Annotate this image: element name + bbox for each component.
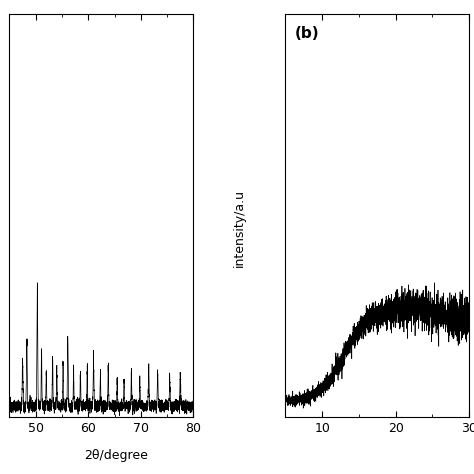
Text: 2θ/degree: 2θ/degree	[84, 448, 148, 462]
Text: (b): (b)	[294, 27, 319, 41]
Text: intensity/a.u: intensity/a.u	[233, 189, 246, 266]
